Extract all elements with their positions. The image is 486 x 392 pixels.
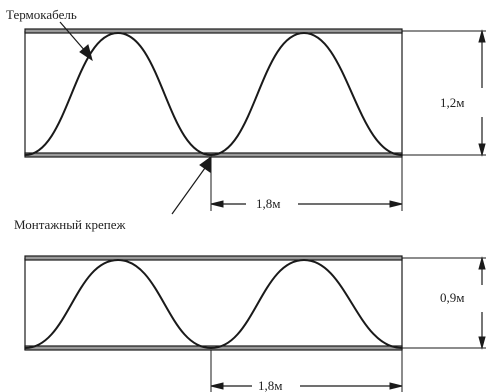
top-cable-wave [24, 31, 403, 157]
bottom-height-arrow-up [478, 256, 486, 270]
top-pitch-arrow-left [210, 200, 224, 208]
bottom-rail-upper [24, 255, 403, 261]
mount-label: Монтажный крепеж [14, 217, 126, 232]
top-height-arrow-up [478, 29, 486, 43]
top-height-arrow-down [478, 143, 486, 157]
cable-leader-line [59, 21, 87, 53]
mount-leader-line [171, 167, 206, 215]
bottom-diagram [24, 255, 486, 392]
bottom-cable-wave [24, 258, 403, 350]
mount-leader-arrow [199, 155, 212, 173]
top-pitch-arrow-right [389, 200, 403, 208]
top-rail-upper [24, 28, 403, 34]
bottom-pitch-label: 1,8м [258, 378, 282, 392]
top-diagram [24, 21, 486, 215]
bottom-height-label: 0,9м [440, 290, 464, 305]
top-height-label: 1,2м [440, 95, 464, 110]
cable-leader-arrow [79, 44, 93, 62]
bottom-pitch-arrow-left [210, 382, 224, 390]
top-pitch-label: 1,8м [256, 196, 280, 211]
bottom-height-arrow-down [478, 336, 486, 350]
bottom-pitch-arrow-right [389, 382, 403, 390]
cable-label: Термокабель [6, 7, 77, 22]
